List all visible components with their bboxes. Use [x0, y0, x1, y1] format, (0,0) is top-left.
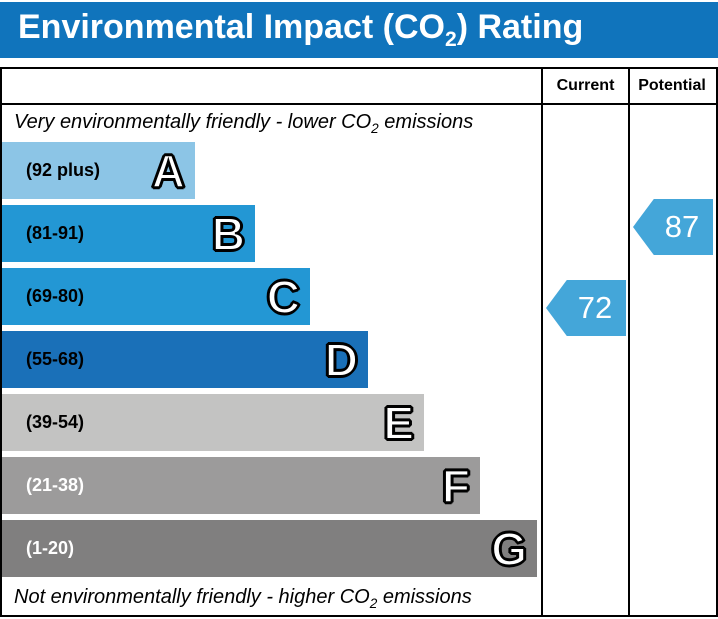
bottom-note-text: Not environmentally friendly - higher CO — [14, 586, 370, 608]
header-empty-cell — [2, 69, 541, 103]
band-row-c: (69-80) C — [2, 268, 310, 325]
band-g-letter: G — [490, 522, 528, 575]
current-column-header: Current — [541, 69, 628, 103]
band-a-letter: A — [151, 144, 186, 197]
top-note-suffix: emissions — [378, 111, 474, 133]
bottom-note: Not environmentally friendly - higher CO… — [14, 586, 472, 611]
current-column-divider — [541, 105, 543, 615]
band-d-range: (55-68) — [26, 349, 85, 369]
band-a-range: (92 plus) — [26, 160, 101, 180]
title-bar: Environmental Impact (CO2) Rating — [0, 2, 718, 58]
top-note-subscript: 2 — [371, 121, 379, 136]
rating-table: Current Potential Very environmentally f… — [0, 67, 718, 617]
potential-column-divider — [628, 105, 630, 615]
band-f-range: (21-38) — [26, 475, 85, 495]
top-note: Very environmentally friendly - lower CO… — [14, 111, 473, 136]
band-row-f: (21-38) F — [2, 457, 480, 514]
potential-column-header: Potential — [628, 69, 714, 103]
bottom-note-subscript: 2 — [369, 596, 378, 611]
band-e-letter: E — [382, 396, 415, 449]
band-g-range: (1-20) — [26, 538, 75, 558]
bottom-note-suffix: emissions — [377, 586, 472, 608]
table-body: Very environmentally friendly - lower CO… — [2, 105, 716, 615]
current-rating-value: 72 — [577, 290, 613, 325]
band-b-letter: B — [211, 207, 246, 260]
band-c-letter: C — [266, 270, 301, 323]
band-b-range: (81-91) — [26, 223, 85, 243]
potential-rating-value: 87 — [664, 209, 700, 244]
table-header-row: Current Potential — [2, 69, 716, 105]
band-c-range: (69-80) — [26, 286, 85, 306]
band-row-e: (39-54) E — [2, 394, 424, 451]
band-row-b: (81-91) B — [2, 205, 255, 262]
potential-rating-arrow: 87 — [633, 199, 713, 255]
band-row-a: (92 plus) A — [2, 142, 195, 199]
band-row-d: (55-68) D — [2, 331, 368, 388]
band-d-letter: D — [324, 333, 359, 386]
band-f-letter: F — [441, 459, 471, 512]
page-title-prefix: Environmental Impact (CO — [18, 8, 445, 47]
page-title-subscript: 2 — [444, 27, 457, 51]
current-rating-arrow: 72 — [546, 280, 626, 336]
top-note-text: Very environmentally friendly - lower CO — [14, 111, 372, 133]
band-e-range: (39-54) — [26, 412, 85, 432]
page-title: Environmental Impact (CO2) Rating — [18, 8, 583, 52]
band-row-g: (1-20) G — [2, 520, 537, 577]
page-title-suffix: ) Rating — [456, 8, 584, 47]
